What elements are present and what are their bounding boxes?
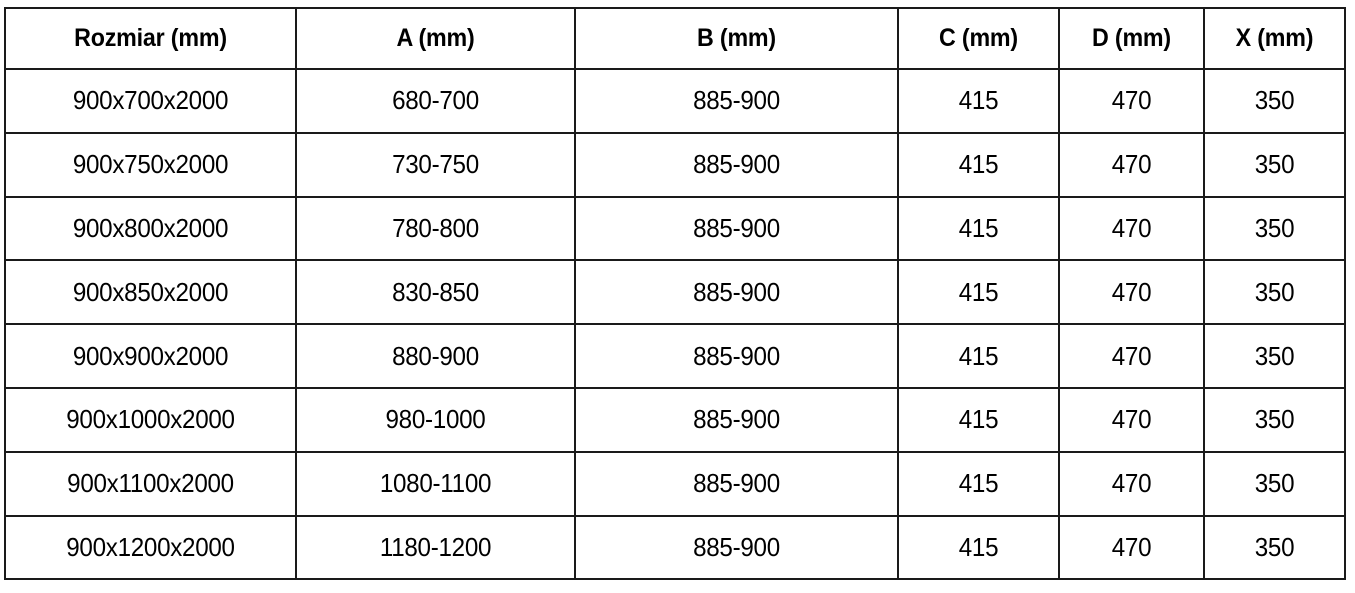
- cell-d: 470: [1063, 131, 1200, 198]
- cell-c: 415: [902, 386, 1055, 453]
- cell-b: 885-900: [585, 323, 888, 389]
- cell-a: 730-750: [304, 131, 567, 198]
- cell-d: 470: [1063, 450, 1200, 517]
- table-header: Rozmiar (mm) A (mm) B (mm) C (mm) D (mm)…: [5, 7, 1345, 70]
- cell-x: 350: [1208, 259, 1341, 326]
- cell-b: 885-900: [585, 195, 888, 262]
- table-row: 900x700x2000 680-700 885-900 415 470 350: [5, 68, 1345, 134]
- cell-c: 415: [902, 323, 1055, 389]
- table-row: 900x900x2000 880-900 885-900 415 470 350: [5, 323, 1345, 389]
- column-header-x: X (mm): [1208, 7, 1341, 70]
- table-row: 900x850x2000 830-850 885-900 415 470 350: [5, 259, 1345, 326]
- cell-c: 415: [902, 450, 1055, 517]
- cell-x: 350: [1208, 514, 1341, 581]
- cell-x: 350: [1208, 450, 1341, 517]
- column-header-d: D (mm): [1063, 7, 1200, 70]
- cell-a: 780-800: [304, 195, 567, 262]
- table-body: 900x700x2000 680-700 885-900 415 470 350…: [5, 68, 1345, 581]
- cell-a: 980-1000: [304, 386, 567, 453]
- column-header-b: B (mm): [585, 7, 888, 70]
- cell-size: 900x700x2000: [14, 68, 287, 134]
- table-row: 900x750x2000 730-750 885-900 415 470 350: [5, 131, 1345, 198]
- cell-b: 885-900: [585, 386, 888, 453]
- table-row: 900x1200x2000 1180-1200 885-900 415 470 …: [5, 514, 1345, 581]
- table-row: 900x1100x2000 1080-1100 885-900 415 470 …: [5, 450, 1345, 517]
- cell-x: 350: [1208, 323, 1341, 389]
- cell-x: 350: [1208, 131, 1341, 198]
- cell-x: 350: [1208, 68, 1341, 134]
- cell-size: 900x1000x2000: [14, 386, 287, 453]
- cell-d: 470: [1063, 386, 1200, 453]
- cell-b: 885-900: [585, 259, 888, 326]
- cell-a: 880-900: [304, 323, 567, 389]
- column-header-size: Rozmiar (mm): [14, 7, 287, 70]
- cell-c: 415: [902, 131, 1055, 198]
- column-header-a: A (mm): [304, 7, 567, 70]
- table-row: 900x1000x2000 980-1000 885-900 415 470 3…: [5, 386, 1345, 453]
- cell-size: 900x1200x2000: [14, 514, 287, 581]
- cell-d: 470: [1063, 514, 1200, 581]
- cell-b: 885-900: [585, 68, 888, 134]
- cell-c: 415: [902, 514, 1055, 581]
- cell-c: 415: [902, 68, 1055, 134]
- cell-d: 470: [1063, 68, 1200, 134]
- cell-size: 900x900x2000: [14, 323, 287, 389]
- cell-c: 415: [902, 259, 1055, 326]
- dimensions-table: Rozmiar (mm) A (mm) B (mm) C (mm) D (mm)…: [4, 7, 1346, 581]
- cell-size: 900x750x2000: [14, 131, 287, 198]
- cell-a: 830-850: [304, 259, 567, 326]
- cell-b: 885-900: [585, 514, 888, 581]
- cell-size: 900x850x2000: [14, 259, 287, 326]
- cell-size: 900x1100x2000: [14, 450, 287, 517]
- cell-x: 350: [1208, 386, 1341, 453]
- cell-d: 470: [1063, 259, 1200, 326]
- cell-b: 885-900: [585, 131, 888, 198]
- cell-x: 350: [1208, 195, 1341, 262]
- cell-a: 1180-1200: [304, 514, 567, 581]
- cell-c: 415: [902, 195, 1055, 262]
- cell-d: 470: [1063, 195, 1200, 262]
- table-header-row: Rozmiar (mm) A (mm) B (mm) C (mm) D (mm)…: [5, 7, 1345, 70]
- cell-d: 470: [1063, 323, 1200, 389]
- cell-size: 900x800x2000: [14, 195, 287, 262]
- cell-a: 680-700: [304, 68, 567, 134]
- column-header-c: C (mm): [902, 7, 1055, 70]
- cell-b: 885-900: [585, 450, 888, 517]
- cell-a: 1080-1100: [304, 450, 567, 517]
- table-row: 900x800x2000 780-800 885-900 415 470 350: [5, 195, 1345, 262]
- dimensions-table-container: Rozmiar (mm) A (mm) B (mm) C (mm) D (mm)…: [4, 7, 1346, 581]
